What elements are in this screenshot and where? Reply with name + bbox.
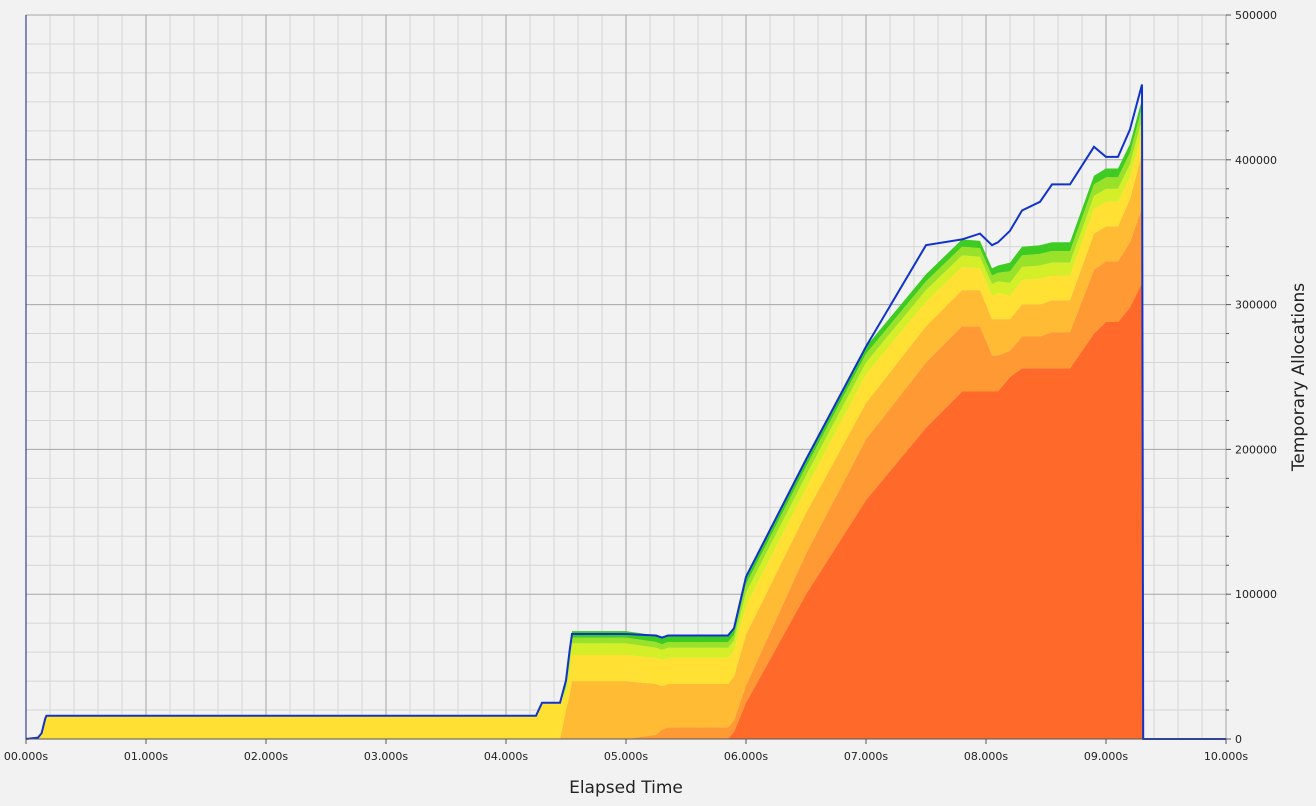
y-tick-label: 400000 [1235,154,1277,167]
area-series-1 [26,282,1226,739]
y-tick-label: 500000 [1235,9,1277,22]
x-axis-title: Elapsed Time [569,778,683,798]
x-tick-label: 06.000s [724,750,768,763]
total-line-group [25,84,1226,740]
y-axis-ticks: 0 100000 200000 300000 400000 500000 [1226,9,1277,746]
area-series [26,99,1226,740]
y-tick-label: 100000 [1235,588,1277,601]
x-tick-label: 01.000s [124,750,168,763]
total-line [25,84,1226,740]
y-tick-label: 0 [1235,733,1242,746]
y-tick-label: 300000 [1235,299,1277,312]
x-tick-label: 07.000s [844,750,888,763]
x-tick-label: 09.000s [1084,750,1128,763]
y-axis-title: Temporary Allocations [1289,283,1309,472]
x-tick-label: 04.000s [484,750,528,763]
x-tick-label: 10.000s [1204,750,1248,763]
x-axis-ticks: 00.000s 01.000s 02.000s 03.000s 04.000s 05.00… [4,739,1248,763]
x-tick-label: 00.000s [4,750,48,763]
x-tick-label: 08.000s [964,750,1008,763]
x-tick-label: 02.000s [244,750,288,763]
y-tick-label: 200000 [1235,443,1277,456]
x-tick-label: 03.000s [364,750,408,763]
x-tick-label: 05.000s [604,750,648,763]
